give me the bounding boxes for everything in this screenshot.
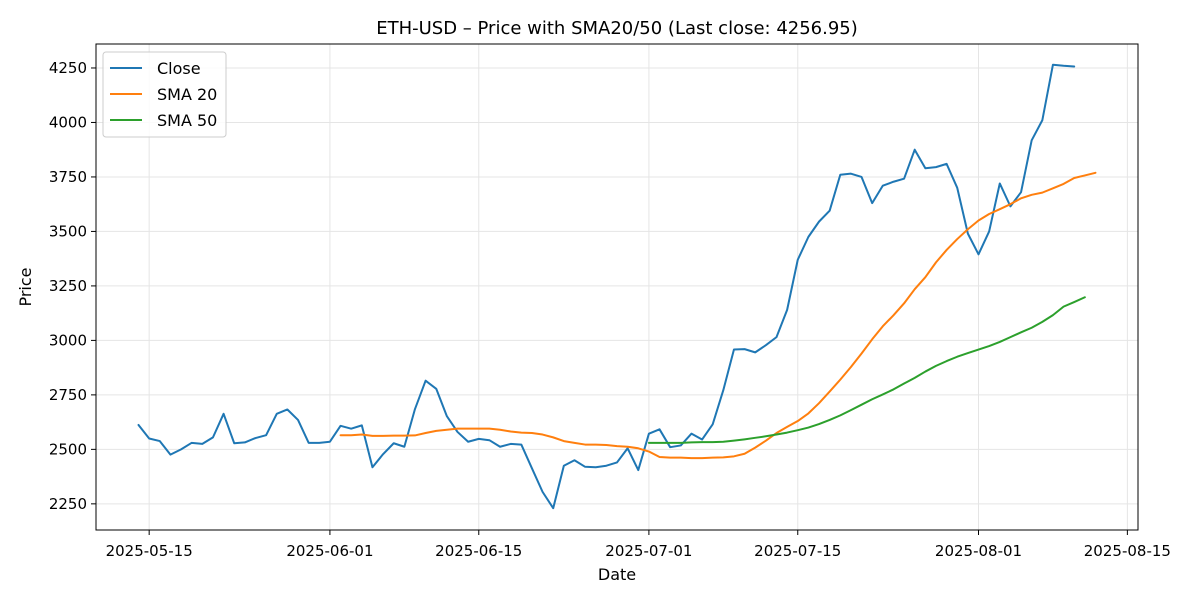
chart-title: ETH-USD – Price with SMA20/50 (Last clos… xyxy=(376,18,858,39)
series-line-close xyxy=(137,63,1076,510)
y-tick-label: 2500 xyxy=(49,440,87,458)
series-line-sma-50 xyxy=(647,296,1086,444)
x-axis: 2025-05-15 2025-06-01 2025-06-15 2025-07-01… xyxy=(106,530,1171,560)
y-tick-label: 3750 xyxy=(49,168,87,186)
x-tick-label: 2025-08-15 xyxy=(1084,542,1171,560)
y-tick-label: 4000 xyxy=(49,113,87,131)
x-tick-label: 2025-06-15 xyxy=(435,542,522,560)
legend-label-close: Close xyxy=(157,59,201,78)
legend: Close SMA 20 SMA 50 xyxy=(102,51,227,138)
legend-label-sma-50: SMA 50 xyxy=(157,111,217,130)
x-tick-label: 2025-07-15 xyxy=(754,542,841,560)
legend-label-sma-20: SMA 20 xyxy=(157,85,217,104)
x-tick-label: 2025-08-01 xyxy=(935,542,1022,560)
y-axis: 2250 2500 2750 3000 3250 3500 3750 4000 4250 xyxy=(49,59,96,513)
y-tick-label: 3250 xyxy=(49,277,87,295)
y-tick-label: 3000 xyxy=(49,331,87,349)
y-tick-label: 4250 xyxy=(49,59,87,77)
series-lines xyxy=(137,63,1097,510)
y-tick-label: 3500 xyxy=(49,222,87,240)
plot-frame xyxy=(95,43,1139,531)
x-tick-label: 2025-06-01 xyxy=(286,542,373,560)
x-tick-label: 2025-07-01 xyxy=(605,542,692,560)
series-line-sma-20 xyxy=(339,171,1097,460)
x-tick-label: 2025-05-15 xyxy=(106,542,193,560)
y-tick-label: 2750 xyxy=(49,386,87,404)
x-axis-label: Date xyxy=(598,565,636,584)
y-tick-label: 2250 xyxy=(49,495,87,513)
grid xyxy=(96,44,1138,530)
y-axis-label: Price xyxy=(16,267,35,306)
legend-box xyxy=(102,51,227,138)
